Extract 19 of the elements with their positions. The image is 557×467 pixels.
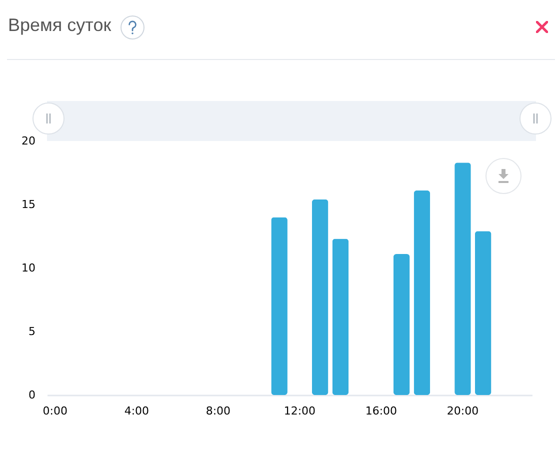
x-tick-label: 16:00 xyxy=(365,404,398,418)
y-tick-label: 20 xyxy=(22,134,36,148)
bar xyxy=(454,162,471,395)
bar xyxy=(312,199,328,395)
bar xyxy=(271,217,288,395)
x-tick-label: 8:00 xyxy=(206,404,231,418)
y-tick-label: 10 xyxy=(22,262,36,274)
y-tick-label: 5 xyxy=(28,325,36,338)
chart-title: Время суток xyxy=(8,15,112,36)
y-tick-label: 15 xyxy=(22,198,36,211)
x-tick-label: 4:00 xyxy=(124,404,150,418)
bar xyxy=(414,190,430,395)
x-tick-label: 0:00 xyxy=(42,404,68,418)
bar xyxy=(393,254,410,395)
bar xyxy=(474,231,492,395)
bar xyxy=(332,238,349,395)
x-tick-label: 12:00 xyxy=(284,404,316,418)
x-tick-label: 20:00 xyxy=(446,404,479,418)
y-tick-label: 0 xyxy=(28,388,36,402)
